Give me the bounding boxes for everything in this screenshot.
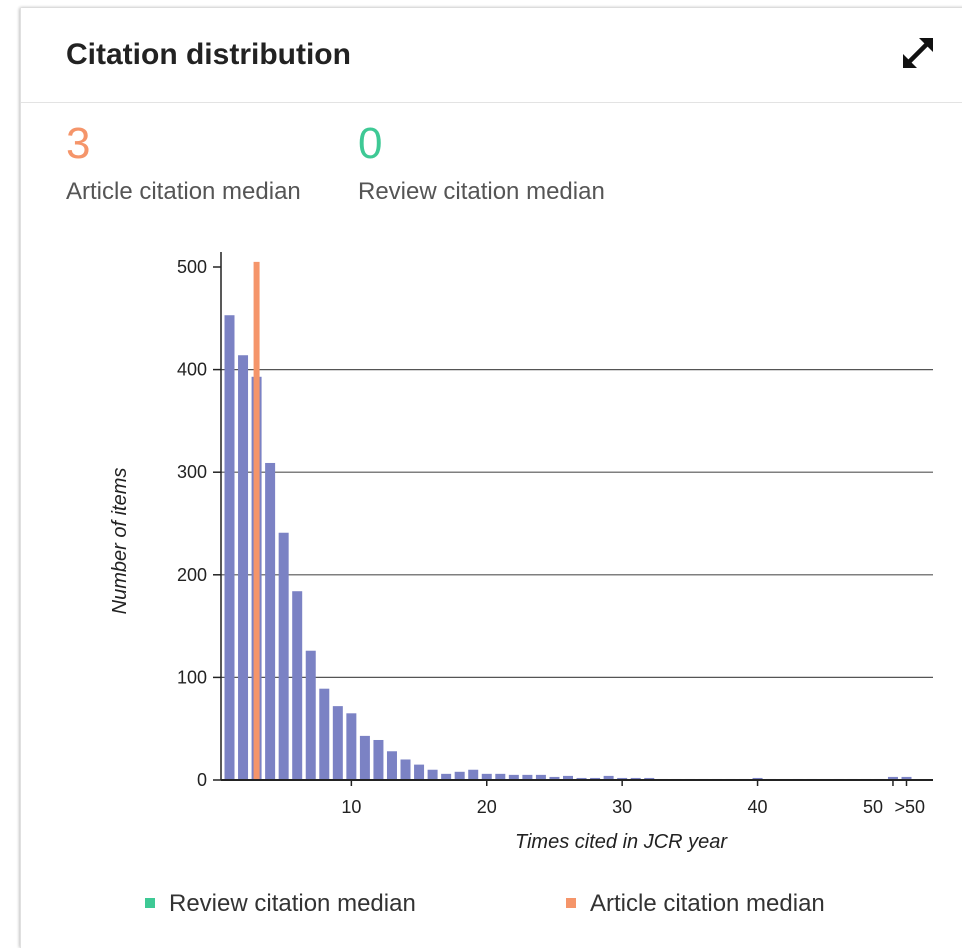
histogram-bar xyxy=(265,463,275,780)
legend-label-article: Article citation median xyxy=(590,890,825,917)
histogram-bar xyxy=(225,315,235,780)
x-tick-label: 20 xyxy=(477,797,497,817)
histogram-bar xyxy=(468,770,478,780)
y-axis-title: Number of items xyxy=(109,468,131,615)
x-tick-label: 30 xyxy=(612,797,632,817)
x-axis-title: Times cited in JCR year xyxy=(515,831,728,853)
x-tick-label: >50 xyxy=(895,797,926,817)
histogram-bar xyxy=(414,765,424,780)
histogram-bar xyxy=(319,689,329,780)
legend-swatch-article xyxy=(566,898,576,908)
histogram-bar xyxy=(292,591,302,780)
x-tick-label: 40 xyxy=(748,797,768,817)
histogram-bar xyxy=(279,533,289,780)
legend-swatch-review xyxy=(145,898,155,908)
histogram-bar xyxy=(346,713,356,780)
histogram-bar xyxy=(373,740,383,780)
y-tick-label: 300 xyxy=(177,462,207,482)
histogram-bar xyxy=(401,759,411,780)
y-tick-label: 100 xyxy=(177,667,207,687)
y-tick-label: 200 xyxy=(177,565,207,585)
legend-item-review[interactable]: Review citation median xyxy=(145,890,416,918)
y-tick-label: 500 xyxy=(177,257,207,277)
histogram-bar xyxy=(333,706,343,780)
histogram-bar xyxy=(306,651,316,780)
article-median-marker xyxy=(254,262,260,780)
histogram-bar xyxy=(387,751,397,780)
histogram-bar xyxy=(238,355,248,780)
legend-label-review: Review citation median xyxy=(169,890,416,917)
x-tick-label: 10 xyxy=(341,797,361,817)
histogram-bar xyxy=(360,736,370,780)
histogram-bar xyxy=(428,770,438,780)
legend-item-article[interactable]: Article citation median xyxy=(566,890,825,918)
y-tick-label: 400 xyxy=(177,360,207,380)
histogram-bar xyxy=(455,772,465,780)
y-tick-label: 0 xyxy=(197,770,207,790)
x-tick-label: 50 xyxy=(863,797,883,817)
